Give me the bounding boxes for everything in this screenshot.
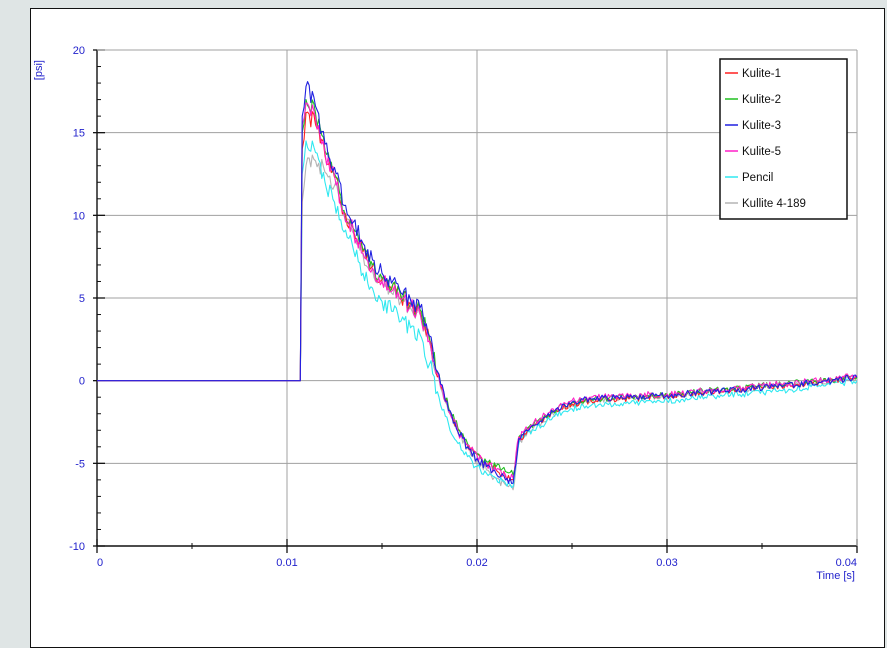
legend-entry: Kullite 4-189 xyxy=(742,198,806,210)
y-tick-label: 5 xyxy=(79,293,85,305)
y-tick-label: 0 xyxy=(79,376,85,388)
legend-entry: Kulite-5 xyxy=(742,146,781,158)
legend: Kulite-1 Kulite-2 Kulite-3 Kulite-5 Pencil Ku… xyxy=(719,58,848,220)
legend-entry: Pencil xyxy=(742,172,773,184)
y-tick-label: 15 xyxy=(73,128,85,140)
x-tick-label: 0.03 xyxy=(656,557,677,569)
x-axis-label: Time [s] xyxy=(816,570,855,582)
x-tick-label: 0.01 xyxy=(276,557,297,569)
y-tick-label: 10 xyxy=(73,210,85,222)
x-tick-label: 0.04 xyxy=(836,557,857,569)
y-tick-label: -10 xyxy=(69,541,85,553)
legend-box xyxy=(719,58,848,220)
y-tick-label: 20 xyxy=(73,45,85,57)
legend-entry: Kulite-2 xyxy=(742,94,781,106)
x-tick-label: 0.02 xyxy=(466,557,487,569)
x-tick-label: 0 xyxy=(97,557,103,569)
legend-entry: Kulite-1 xyxy=(742,68,781,80)
y-axis-label: [psi] xyxy=(33,60,45,80)
series-line-kulite-3 xyxy=(97,81,858,485)
series-layer xyxy=(97,81,858,491)
y-tick-label: -5 xyxy=(75,458,85,470)
axes: 0 0.01 0.02 0.03 0.04 -10 -5 0 5 10 15 20 xyxy=(69,45,858,569)
legend-entry: Kulite-3 xyxy=(742,120,781,132)
